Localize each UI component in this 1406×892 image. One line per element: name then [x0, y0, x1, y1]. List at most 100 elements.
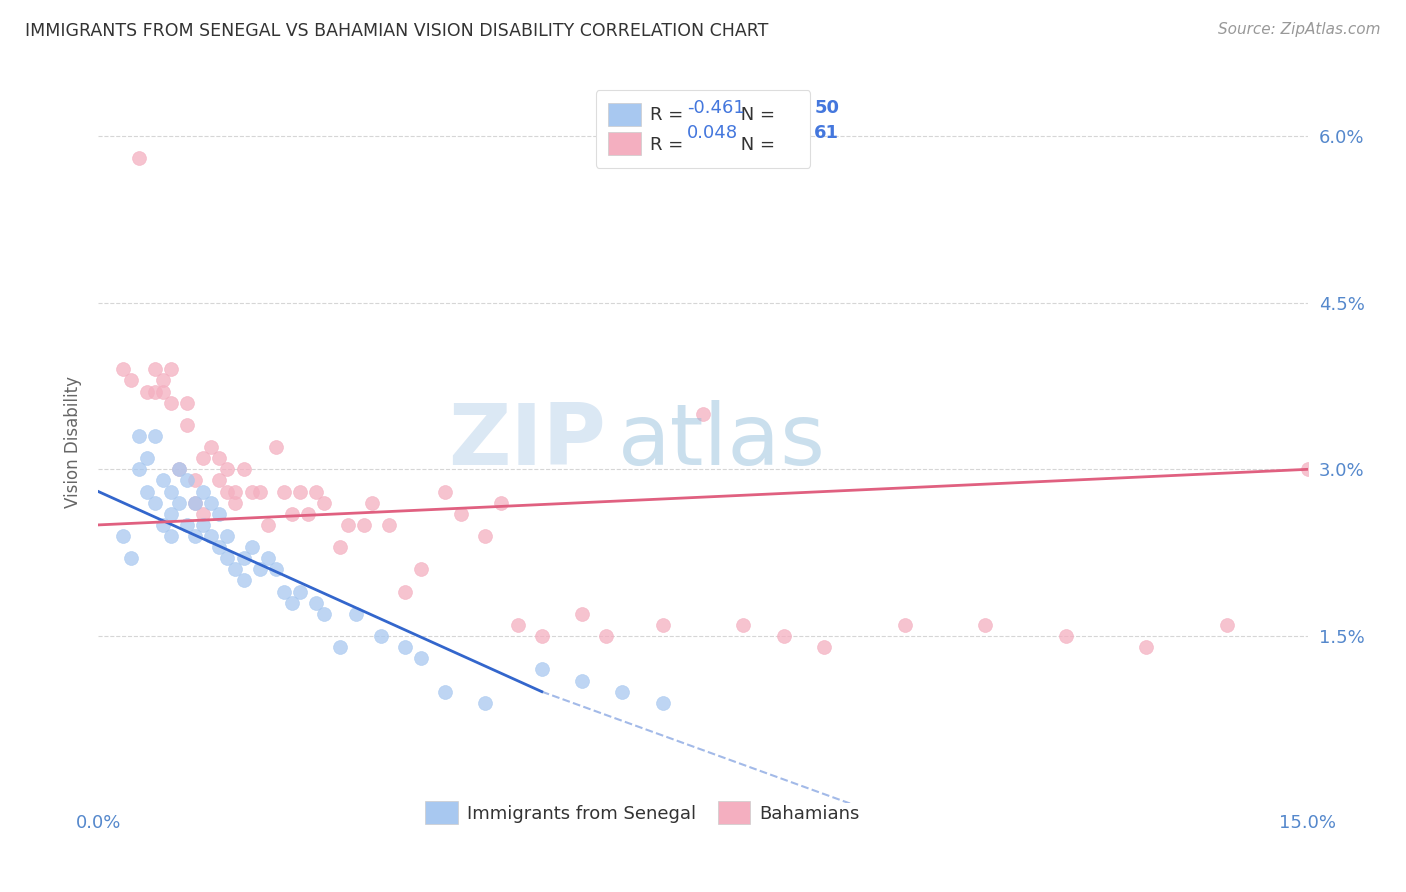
Point [200, 529, 222, 543]
Point [224, 484, 246, 499]
Point [651, 696, 673, 710]
Point [208, 507, 231, 521]
Point [167, 496, 190, 510]
Point [329, 640, 352, 655]
Point [208, 540, 231, 554]
Point [143, 384, 166, 399]
Point [595, 629, 617, 643]
Point [176, 517, 198, 532]
Point [288, 484, 311, 499]
Point [160, 362, 183, 376]
Point [314, 607, 336, 621]
Point [217, 462, 239, 476]
Text: Source: ZipAtlas.com: Source: ZipAtlas.com [1218, 22, 1381, 37]
Text: 61: 61 [814, 124, 839, 142]
Point [135, 384, 157, 399]
Point [434, 684, 457, 698]
Point [128, 462, 150, 476]
Point [152, 517, 174, 532]
Point [394, 640, 416, 655]
Point [571, 673, 593, 688]
Point [329, 540, 352, 554]
Text: 50: 50 [814, 99, 839, 117]
Point [651, 618, 673, 632]
Point [128, 429, 150, 443]
Point [143, 362, 166, 376]
Point [370, 629, 392, 643]
Point [314, 496, 336, 510]
Point [733, 618, 755, 632]
Point [208, 474, 231, 488]
Point [612, 684, 634, 698]
Point [450, 507, 472, 521]
Point [120, 551, 142, 566]
Point [176, 474, 198, 488]
Point [361, 496, 384, 510]
Point [167, 462, 190, 476]
Text: ZIP: ZIP [449, 400, 606, 483]
Point [1054, 629, 1077, 643]
Point [176, 395, 198, 409]
Point [256, 551, 278, 566]
Point [217, 529, 239, 543]
Point [152, 373, 174, 387]
Point [305, 596, 328, 610]
Point [772, 629, 794, 643]
Point [184, 529, 207, 543]
Point [1135, 640, 1157, 655]
Point [152, 474, 174, 488]
Point [273, 584, 295, 599]
Point [506, 618, 529, 632]
Point [273, 484, 295, 499]
Point [143, 496, 166, 510]
Legend: Immigrants from Senegal, Bahamians: Immigrants from Senegal, Bahamians [413, 789, 872, 837]
Point [232, 462, 254, 476]
Text: atlas: atlas [619, 400, 827, 483]
Point [135, 451, 157, 466]
Point [232, 551, 254, 566]
Point [135, 484, 157, 499]
Point [344, 607, 367, 621]
Point [264, 440, 287, 454]
Point [143, 429, 166, 443]
Point [200, 440, 222, 454]
Point [208, 451, 231, 466]
Point [256, 517, 278, 532]
Point [128, 151, 150, 165]
Point [217, 484, 239, 499]
Point [1296, 462, 1319, 476]
Point [409, 562, 432, 576]
Point [530, 662, 553, 676]
Point [281, 507, 304, 521]
Y-axis label: Vision Disability: Vision Disability [65, 376, 83, 508]
Point [193, 484, 215, 499]
Point [193, 517, 215, 532]
Point [530, 629, 553, 643]
Point [974, 618, 997, 632]
Point [297, 507, 319, 521]
Point [160, 507, 183, 521]
Point [264, 562, 287, 576]
Point [160, 529, 183, 543]
Point [434, 484, 457, 499]
Point [474, 529, 496, 543]
Point [288, 584, 311, 599]
Point [249, 484, 271, 499]
Point [377, 517, 399, 532]
Point [167, 462, 190, 476]
Point [184, 496, 207, 510]
Point [281, 596, 304, 610]
Text: -0.461: -0.461 [688, 99, 745, 117]
Point [176, 417, 198, 432]
Point [337, 517, 360, 532]
Point [160, 395, 183, 409]
Point [409, 651, 432, 665]
Point [305, 484, 328, 499]
Point [184, 474, 207, 488]
Point [1216, 618, 1239, 632]
Text: 0.048: 0.048 [688, 124, 738, 142]
Point [217, 551, 239, 566]
Point [813, 640, 835, 655]
Point [474, 696, 496, 710]
Point [394, 584, 416, 599]
